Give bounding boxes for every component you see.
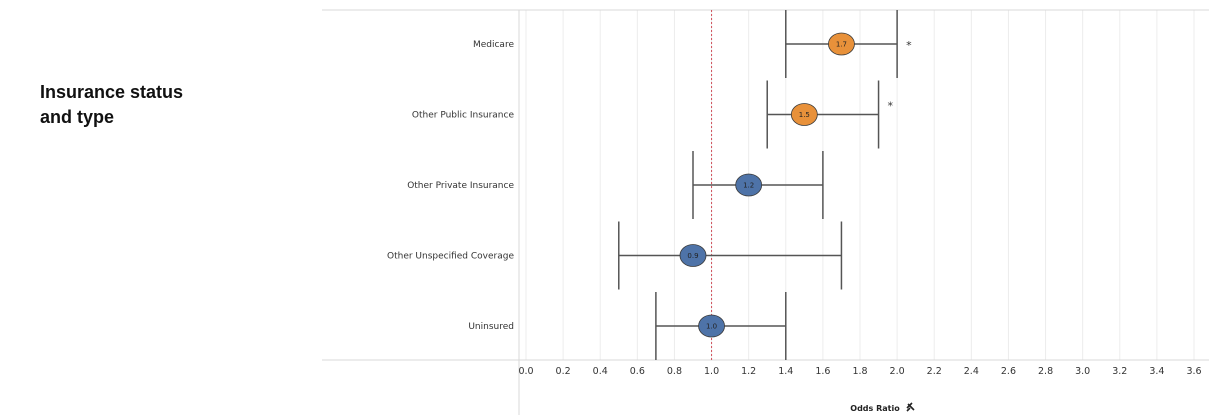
- tick-label: 1.4: [778, 366, 793, 377]
- estimate-point[interactable]: [790, 103, 818, 126]
- tick-label: 2.8: [1038, 366, 1053, 377]
- tick-label: 0.8: [667, 366, 682, 377]
- tick-label: 2.0: [890, 366, 905, 377]
- tick-label: 1.0: [704, 366, 719, 377]
- forest-row: Other Public Insurance 1.5 *: [412, 80, 894, 149]
- tick-label: 3.2: [1112, 366, 1127, 377]
- x-axis-title: Odds Ratio: [850, 404, 900, 413]
- tick-label: 3.4: [1149, 366, 1164, 377]
- pin-icon[interactable]: [906, 402, 915, 412]
- x-axis-ticks: 0.0 0.2 0.4 0.6 0.8 1.0 1.2 1.4 1.6 1.8 2.0 2.2 2.4 2…: [518, 366, 1201, 377]
- section-title: Insurance status and type: [40, 80, 240, 130]
- chart-frame: [322, 9, 1209, 415]
- estimate-label: 1.5: [799, 111, 810, 119]
- estimate-point[interactable]: [735, 173, 763, 197]
- section-title-line2: and type: [40, 107, 115, 127]
- significance-marker: *: [906, 39, 912, 52]
- tick-label: 1.6: [815, 366, 830, 377]
- tick-label: 2.6: [1001, 366, 1016, 377]
- estimate-label: 1.7: [836, 41, 847, 49]
- category-label: Other Public Insurance: [412, 111, 515, 121]
- tick-label: 3.0: [1075, 366, 1090, 377]
- estimate-point[interactable]: [679, 244, 707, 267]
- estimate-label: 1.0: [706, 323, 717, 331]
- category-label: Medicare: [473, 40, 514, 50]
- tick-label: 3.6: [1186, 366, 1201, 377]
- grid-lines: [525, 10, 1195, 360]
- x-axis-title-group: Odds Ratio: [850, 402, 915, 413]
- tick-label: 0.0: [518, 366, 533, 377]
- section-title-line1: Insurance status: [40, 82, 184, 102]
- forest-rows: Medicare 1.7 *Other Public Insurance 1.5*Ot…: [387, 10, 912, 360]
- tick-label: 1.2: [741, 366, 756, 377]
- estimate-point[interactable]: [828, 32, 855, 56]
- forest-row: Other Unspecified Coverage 0.9: [387, 221, 843, 290]
- tick-label: 0.2: [556, 366, 571, 377]
- category-label: Uninsured: [468, 322, 514, 332]
- tick-label: 1.8: [852, 366, 867, 377]
- tick-label: 0.6: [630, 366, 645, 377]
- significance-marker: *: [888, 100, 894, 113]
- tick-label: 0.4: [593, 366, 608, 377]
- estimate-point[interactable]: [698, 314, 725, 338]
- forest-row: Other Private Insurance 1.2: [407, 151, 824, 219]
- tick-label: 2.4: [964, 366, 979, 377]
- estimate-label: 1.2: [743, 182, 754, 190]
- category-label: Other Unspecified Coverage: [387, 252, 514, 262]
- category-label: Other Private Insurance: [407, 181, 514, 191]
- tick-label: 2.2: [927, 366, 942, 377]
- pin-glyph: [906, 402, 915, 412]
- forest-row: Medicare 1.7 *: [473, 10, 912, 78]
- estimate-label: 0.9: [687, 252, 698, 260]
- forest-row: Uninsured 1.0: [468, 292, 787, 360]
